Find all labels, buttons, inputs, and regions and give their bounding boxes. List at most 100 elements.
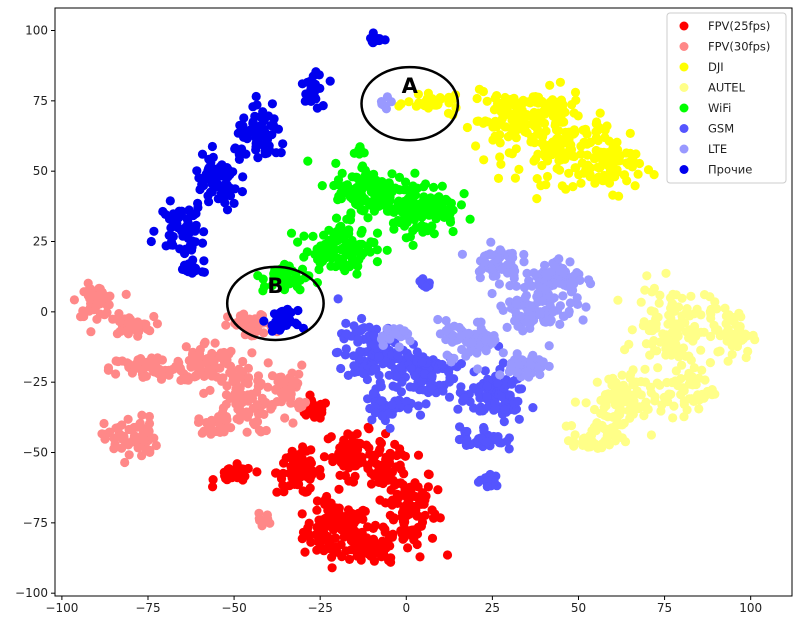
- data-point: [366, 479, 377, 489]
- data-point: [336, 363, 346, 374]
- data-point: [555, 319, 565, 329]
- data-point: [325, 76, 335, 86]
- data-point: [605, 165, 616, 175]
- data-point: [512, 349, 522, 359]
- data-point: [199, 267, 209, 277]
- data-point: [661, 350, 671, 360]
- data-point: [368, 388, 378, 398]
- data-point: [311, 67, 321, 77]
- data-point: [569, 438, 579, 448]
- data-point: [83, 278, 93, 288]
- data-point: [294, 479, 304, 489]
- y-tick-label: −50: [23, 446, 48, 460]
- series-5: [331, 274, 538, 492]
- data-point: [585, 170, 595, 180]
- data-point: [349, 351, 359, 361]
- data-point: [318, 101, 328, 111]
- data-point: [151, 440, 161, 451]
- data-point: [525, 323, 535, 333]
- legend-label: AUTEL: [708, 81, 746, 95]
- data-point: [384, 555, 394, 566]
- data-point: [131, 435, 141, 445]
- data-point: [221, 390, 231, 400]
- data-point: [252, 467, 262, 477]
- data-point: [630, 181, 640, 191]
- data-point: [248, 102, 258, 112]
- data-point: [256, 124, 266, 135]
- data-point: [627, 325, 637, 335]
- data-point: [333, 347, 343, 357]
- data-point: [349, 525, 359, 535]
- data-point: [523, 306, 533, 316]
- data-point: [640, 402, 650, 412]
- data-point: [251, 91, 261, 102]
- data-point: [299, 231, 309, 241]
- data-point: [496, 391, 506, 402]
- data-point: [603, 412, 613, 422]
- data-point: [495, 152, 505, 162]
- data-point: [421, 282, 431, 292]
- data-point: [320, 398, 330, 408]
- data-point: [138, 372, 148, 382]
- data-point: [357, 192, 367, 202]
- data-point: [364, 443, 374, 453]
- series-6: [376, 92, 596, 382]
- data-point: [536, 181, 546, 191]
- data-point: [347, 431, 357, 441]
- data-point: [114, 309, 124, 319]
- x-tick-label: 25: [485, 601, 500, 615]
- data-point: [510, 173, 520, 183]
- data-point: [547, 149, 557, 160]
- data-point: [399, 214, 409, 224]
- data-point: [175, 244, 185, 254]
- data-point: [216, 170, 226, 180]
- annotation-circle: [225, 265, 325, 342]
- data-point: [502, 268, 513, 278]
- data-point: [564, 168, 574, 178]
- data-point: [403, 543, 413, 553]
- data-point: [387, 500, 397, 510]
- data-point: [312, 278, 322, 288]
- data-point: [343, 370, 353, 380]
- data-point: [412, 347, 422, 357]
- data-point: [337, 168, 347, 178]
- data-point: [493, 173, 504, 183]
- data-point: [409, 382, 419, 392]
- data-point: [544, 341, 554, 351]
- data-point: [203, 164, 213, 174]
- data-point: [382, 324, 392, 334]
- data-point: [434, 208, 445, 218]
- data-point: [141, 445, 151, 456]
- data-point: [462, 435, 472, 445]
- data-point: [394, 172, 405, 182]
- data-point: [593, 162, 603, 172]
- data-point: [374, 370, 384, 380]
- data-point: [296, 456, 306, 466]
- data-point: [267, 280, 277, 291]
- data-point: [456, 331, 466, 341]
- series-2: [394, 77, 659, 204]
- data-point: [364, 322, 374, 332]
- data-point: [403, 404, 413, 414]
- data-point: [554, 144, 564, 154]
- data-point: [668, 413, 678, 423]
- data-point: [676, 390, 686, 400]
- data-point: [312, 496, 322, 506]
- data-point: [434, 200, 444, 210]
- data-point: [457, 249, 467, 259]
- data-point: [272, 272, 282, 282]
- data-point: [368, 199, 378, 209]
- data-point: [352, 269, 362, 279]
- data-point: [733, 335, 743, 345]
- data-point: [413, 401, 423, 411]
- data-point: [491, 271, 501, 281]
- data-point: [448, 226, 458, 237]
- data-point: [247, 348, 257, 358]
- data-point: [341, 318, 351, 328]
- data-point: [408, 501, 418, 511]
- data-point: [366, 468, 376, 478]
- data-point: [410, 478, 420, 488]
- data-point: [293, 237, 303, 247]
- data-point: [380, 185, 390, 195]
- data-point: [566, 281, 576, 291]
